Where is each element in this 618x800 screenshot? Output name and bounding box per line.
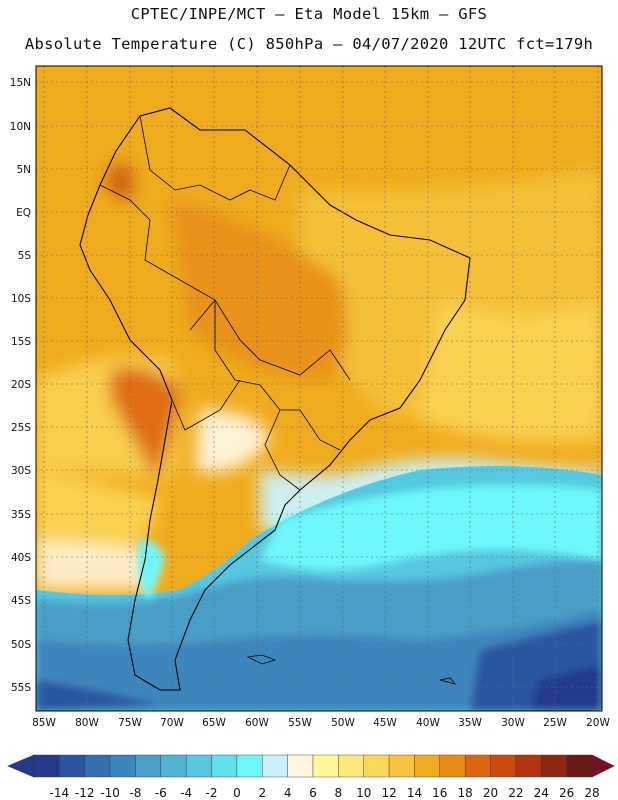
latitude-labels: 15N 10N 5N EQ 5S 10S 15S 20S 25S 30S 35S… [10,77,32,694]
colorbar-label: 24 [534,786,549,800]
colorbar-left-arrow [7,754,35,778]
colorbar-swatch [211,754,238,778]
colorbar-swatch [135,754,162,778]
colorbar-swatch [287,754,314,778]
colorbar-swatch [515,754,542,778]
colorbar-label: 6 [309,786,317,800]
lon-label: 80W [75,717,99,729]
colorbar-label: 28 [584,786,599,800]
lon-label: 70W [160,717,184,729]
colorbar-swatch [439,754,466,778]
colorbar-swatch [84,754,111,778]
colorbar: -14 -12 -10 -8 -6 -4 -2 0 2 4 6 8 10 12 14 16 18 20 22 24 26… [7,754,615,800]
colorbar-label: 4 [284,786,292,800]
colorbar-swatch [414,754,441,778]
colorbar-swatch [338,754,364,778]
colorbar-label: 0 [233,786,241,800]
colorbar-right-arrow [591,754,615,778]
colorbar-label: 16 [432,786,447,800]
lon-label: 55W [288,717,312,729]
colorbar-label: 8 [335,786,343,800]
colorbar-label: -12 [75,786,95,800]
lat-label: 30S [11,465,31,477]
lat-label: 15S [11,336,31,348]
lon-label: 30W [501,717,525,729]
lat-label: 25S [11,422,31,434]
lat-label: 5S [18,250,32,262]
lat-label: 55S [11,682,31,694]
lat-label: 35S [11,509,31,521]
lat-label: 10S [11,293,31,305]
colorbar-label: 10 [356,786,371,800]
lon-label: 50W [331,717,355,729]
lon-label: 25W [543,717,567,729]
colorbar-swatch [59,754,85,778]
lon-label: 60W [245,717,269,729]
lon-label: 20W [586,717,610,729]
lon-label: 75W [118,717,142,729]
lon-label: 45W [373,717,397,729]
colorbar-label: -8 [129,786,141,800]
lat-label: 20S [11,379,31,391]
lon-label: 35W [458,717,482,729]
colorbar-swatch [33,754,60,778]
colorbar-label: 2 [258,786,266,800]
lat-label: 10N [10,121,31,133]
colorbar-label: 22 [508,786,523,800]
country-borders [99,115,351,491]
colorbar-label: -4 [180,786,192,800]
lat-label: 50S [11,639,31,651]
colorbar-label: 26 [559,786,574,800]
colorbar-swatch [185,754,212,778]
colorbar-label: 14 [407,786,422,800]
colorbar-swatch [388,754,415,778]
lon-label: 40W [416,717,440,729]
colorbar-label: -2 [206,786,218,800]
colorbar-label: -14 [50,786,70,800]
lat-label: EQ [16,207,31,219]
lat-label: 40S [11,552,31,564]
colorbar-label: -10 [100,786,120,800]
lat-label: 5N [16,164,31,176]
colorbar-label: 18 [458,786,473,800]
lon-label: 85W [32,717,56,729]
colorbar-label: 12 [381,786,396,800]
colorbar-swatch [262,754,288,778]
colorbar-swatch [236,754,263,778]
colorbar-swatch [541,754,567,778]
colorbar-swatch [109,754,136,778]
colorbar-label: 20 [483,786,498,800]
map-frame [35,65,603,712]
longitude-labels: 85W 80W 75W 70W 65W 60W 55W 50W 45W 40W … [32,717,610,729]
map-title-line1: CPTEC/INPE/MCT – Eta Model 15km – GFS [130,5,488,23]
lon-label: 65W [202,717,226,729]
lat-label: 15N [10,77,31,89]
graticule [36,66,602,711]
lat-label: 45S [11,595,31,607]
colorbar-swatch [312,754,339,778]
colorbar-swatch [363,754,390,778]
colorbar-swatch [490,754,517,778]
colorbar-swatch [160,754,187,778]
temperature-field [36,66,602,711]
colorbar-swatch [566,754,593,778]
colorbar-swatch [464,754,491,778]
map-title-line2: Absolute Temperature (C) 850hPa – 04/07/… [24,35,594,53]
coastline [79,107,471,691]
colorbar-label: -6 [155,786,167,800]
